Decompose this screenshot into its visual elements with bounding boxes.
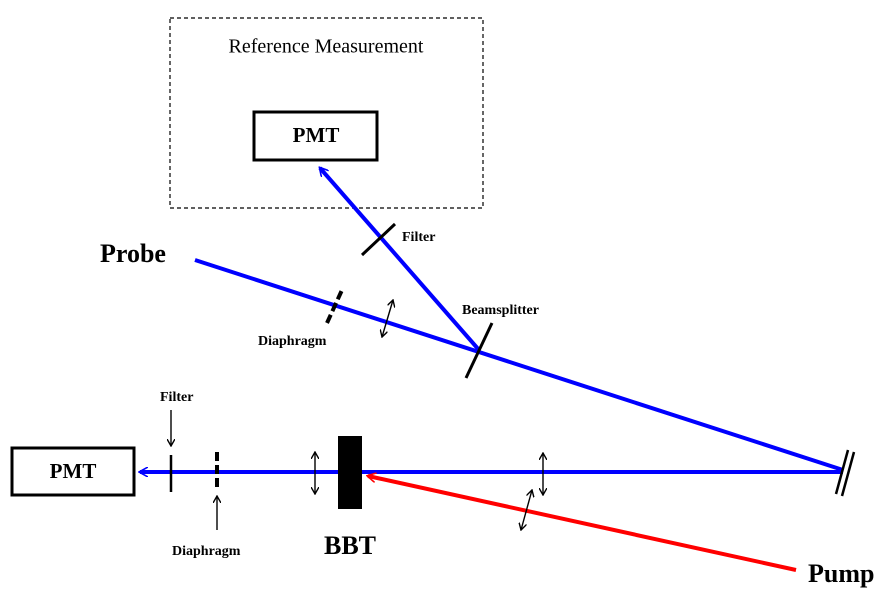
- probe-beam: [194, 258, 844, 472]
- lens: [521, 490, 532, 530]
- diaphragm: [325, 289, 344, 324]
- reflected-beam: [320, 168, 481, 352]
- pmt-box: [252, 110, 379, 162]
- mirror: [834, 449, 850, 495]
- lens: [382, 300, 393, 337]
- reference-box: [169, 17, 484, 209]
- diaphragm-label: Diaphragm: [172, 544, 241, 559]
- filter: [360, 222, 397, 257]
- beamsplitter-label: Beamsplitter: [462, 303, 539, 318]
- pmt-box: [10, 446, 136, 497]
- beamsplitter: [464, 322, 494, 379]
- probe-label: Probe: [100, 239, 166, 268]
- filter-label: Filter: [402, 230, 435, 245]
- pump-label: Pump: [808, 559, 874, 588]
- diaphragm-label: Diaphragm: [258, 334, 327, 349]
- pmt-label: PMT: [50, 459, 97, 483]
- bbt-sample: [338, 436, 362, 509]
- reference-title: Reference Measurement: [229, 36, 424, 58]
- filter-label: Filter: [160, 390, 193, 405]
- mirror: [840, 451, 856, 497]
- pump-beam: [368, 476, 797, 572]
- bbt-label: BBT: [324, 531, 376, 560]
- pmt-label: PMT: [293, 123, 340, 147]
